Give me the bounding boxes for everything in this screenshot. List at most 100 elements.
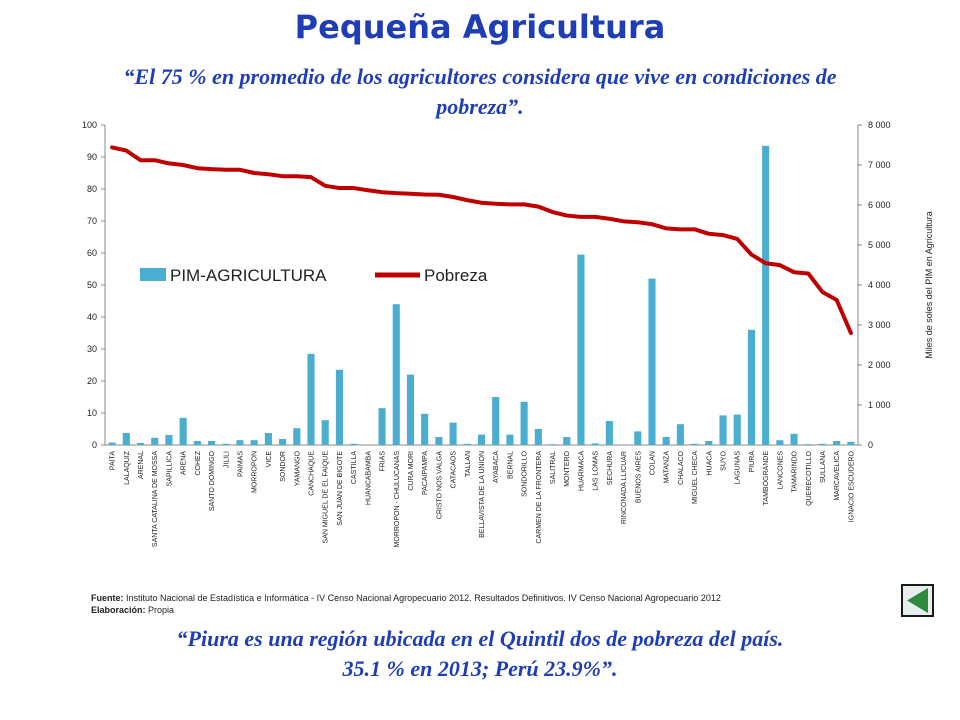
bar xyxy=(577,254,585,445)
category-label: SANTA CATALINA DE MOSSA xyxy=(152,451,159,547)
right-tick-label: 0 xyxy=(868,440,873,450)
category-label: CRISTO NOS VALGA xyxy=(436,451,443,520)
pobreza-point xyxy=(509,203,511,205)
category-label: COHEZ xyxy=(195,450,202,475)
left-tick-label: 30 xyxy=(87,344,97,354)
pobreza-point xyxy=(679,228,681,230)
bar-line-chart: 0 10 20 30 40 50 60 70 80 90 100 0 1 000 2 000 3 000 4 … xyxy=(82,120,934,548)
category-label: SUYO xyxy=(721,450,728,470)
pobreza-point xyxy=(765,262,767,264)
bar xyxy=(406,374,415,445)
bar xyxy=(307,353,315,445)
bar xyxy=(691,443,699,445)
pobreza-line xyxy=(110,145,853,335)
pobreza-point xyxy=(225,169,227,171)
pobreza-point xyxy=(438,194,440,196)
pobreza-point xyxy=(381,191,383,193)
category-label: PAIMAS xyxy=(237,451,244,477)
pobreza-point xyxy=(836,299,838,301)
category-label: SULLANA xyxy=(820,451,827,483)
pobreza-point xyxy=(310,176,312,178)
bottom-quote-line-2: 35.1 % en 2013; Perú 23.9%”. xyxy=(342,656,618,681)
left-tick-label: 70 xyxy=(87,216,97,226)
category-label: SAN JUAN DE BIGOTE xyxy=(337,451,344,526)
pobreza-point xyxy=(211,168,213,170)
right-tick-label: 6 000 xyxy=(868,200,891,210)
category-label: HUACA xyxy=(706,451,713,476)
bar xyxy=(492,397,500,445)
bar xyxy=(705,441,713,445)
pobreza-point xyxy=(253,172,255,174)
bottom-quote-line-1: “Piura es una región ubicada en el Quint… xyxy=(176,626,784,651)
category-label: YAMANGO xyxy=(294,450,301,486)
right-tick-label: 2 000 xyxy=(868,360,891,370)
category-label: TAMARINDO xyxy=(792,450,799,492)
pobreza-point xyxy=(267,173,269,175)
bar xyxy=(506,434,514,445)
bar xyxy=(662,437,670,445)
bar xyxy=(335,369,343,445)
source-text: Instituto Nacional de Estadística e Info… xyxy=(123,593,721,603)
bar xyxy=(747,329,755,445)
bar xyxy=(818,443,827,445)
right-axis-label: Miles de soles del PIM en Agricultura xyxy=(924,211,934,359)
left-tick-label: 50 xyxy=(87,280,97,290)
pobreza-point xyxy=(779,264,781,266)
bar xyxy=(193,441,201,445)
pobreza-point xyxy=(750,254,752,256)
triangle-play-icon xyxy=(907,588,928,613)
category-label: MONTERO xyxy=(564,450,571,486)
bar xyxy=(392,304,400,445)
bar xyxy=(108,442,116,445)
bar xyxy=(847,441,855,445)
pobreza-point xyxy=(594,216,596,218)
category-label: HUANCABAMBA xyxy=(365,451,372,505)
category-label: RINCONADA LLICUAR xyxy=(621,451,628,524)
bar xyxy=(534,429,542,445)
bar xyxy=(321,420,329,445)
pobreza-point xyxy=(566,215,568,217)
category-label: MORROPON - CHULUCANAS xyxy=(394,451,401,548)
category-label: SONDORILLO xyxy=(522,450,529,496)
category-label: SALITRAL xyxy=(550,451,557,484)
pobreza-point xyxy=(523,203,525,205)
pobreza-point xyxy=(651,223,653,225)
pobreza-point xyxy=(537,206,539,208)
bar xyxy=(605,421,613,445)
category-label: SANTO DOMINGO xyxy=(209,450,216,511)
category-label: HUARMACA xyxy=(578,451,585,491)
pobreza-point xyxy=(623,220,625,222)
pobreza-point xyxy=(395,192,397,194)
right-tick-label: 5 000 xyxy=(868,240,891,250)
bar xyxy=(165,435,173,445)
legend-label-pobreza: Pobreza xyxy=(424,266,488,285)
category-label: CARMEN DE LA FRONTERA xyxy=(536,451,543,544)
bar xyxy=(762,145,770,446)
category-label: MORROPON xyxy=(252,451,259,493)
left-tick-label: 80 xyxy=(87,184,97,194)
bar xyxy=(733,414,741,445)
pobreza-point xyxy=(637,221,639,223)
bar xyxy=(804,444,812,445)
bar xyxy=(236,440,244,445)
bar xyxy=(634,431,642,445)
bar xyxy=(548,444,557,445)
next-slide-button[interactable] xyxy=(901,584,934,617)
bottom-quote: “Piura es una región ubicada en el Quint… xyxy=(0,624,960,684)
legend-swatch-pim xyxy=(140,268,166,281)
category-label: LAGUNAS xyxy=(735,451,742,485)
pobreza-point xyxy=(424,193,426,195)
pobreza-point xyxy=(722,234,724,236)
left-tick-label: 20 xyxy=(87,376,97,386)
pobreza-point xyxy=(282,175,284,177)
top-quote-line-2: pobreza”. xyxy=(436,94,524,119)
bar xyxy=(776,440,784,445)
bar xyxy=(378,408,386,445)
pobreza-point xyxy=(608,218,610,220)
bar xyxy=(563,437,571,445)
right-tick-label: 3 000 xyxy=(868,320,891,330)
source-label: Fuente: xyxy=(91,593,124,603)
bar xyxy=(435,437,443,445)
bar xyxy=(790,433,798,445)
pobreza-point xyxy=(154,159,156,161)
